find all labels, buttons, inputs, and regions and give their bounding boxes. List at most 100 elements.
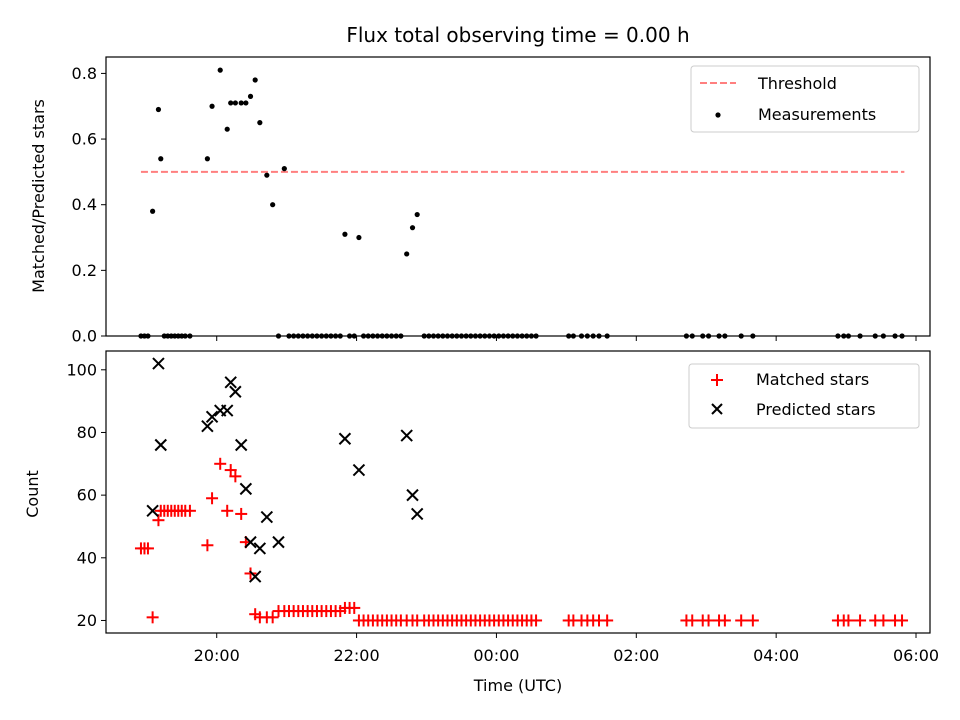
top-panel: 0.0 0.2 0.4 0.6 0.8 [72, 56, 931, 346]
measurement-point [398, 333, 404, 339]
matched-star-point [348, 601, 361, 614]
measurement-point [449, 333, 455, 339]
measurement-point [365, 333, 371, 339]
matched-star-point [183, 504, 196, 517]
measurement-point [841, 333, 847, 339]
measurement-point [533, 333, 539, 339]
predicted-star-point [338, 432, 352, 445]
measurement-point [700, 333, 706, 339]
predicted-star-point [352, 463, 366, 477]
measurement-point [524, 333, 530, 339]
measurement-point [845, 333, 852, 339]
measurement-point [374, 333, 381, 339]
predicted-star-point [152, 357, 165, 370]
measurement-point [305, 333, 311, 339]
predicted-star-point [400, 429, 413, 442]
measurement-point [426, 333, 432, 339]
bottom-y-axis-title: Count [23, 470, 42, 518]
bottom-y-tick-label: 80 [77, 423, 97, 442]
matched-star-point [206, 492, 219, 505]
measurement-point [337, 333, 343, 339]
measurement-point [388, 333, 395, 339]
bottom-y-tick-label: 60 [77, 486, 97, 505]
threshold-legend-label: Threshold [757, 74, 837, 93]
measurement-point [243, 100, 249, 106]
measurement-point [722, 333, 728, 339]
top-y-tick-label: 0.8 [72, 64, 97, 83]
chart-title: Flux total observing time = 0.00 h [346, 23, 689, 47]
measurement-point [519, 333, 525, 339]
measurement-point [705, 333, 712, 339]
measurement-point [155, 106, 162, 113]
matched-star-point [266, 611, 279, 624]
measurement-point [496, 333, 502, 339]
bottom-legend: Matched stars Predicted stars [688, 363, 920, 429]
predicted-star-point [272, 535, 285, 549]
measurement-point [309, 333, 315, 339]
measurement-point [228, 100, 234, 106]
predicted-legend-label: Predicted stars [756, 400, 876, 419]
measurement-point [291, 333, 297, 339]
measurement-point [247, 93, 254, 99]
measurement-point [224, 126, 230, 132]
measurement-point [150, 208, 156, 214]
measurement-point [528, 333, 535, 339]
x-tick-label: 20:00 [194, 646, 240, 665]
predicted-star-point [239, 482, 253, 496]
matched-star-point [746, 614, 759, 627]
measurement-point [209, 103, 215, 109]
measurement-point [716, 333, 722, 339]
measurements-legend-swatch [715, 112, 721, 118]
matched-star-point [224, 464, 237, 477]
measurement-point [393, 333, 399, 339]
measurement-point [257, 120, 263, 126]
measurement-point [314, 333, 320, 339]
x-tick-label: 00:00 [473, 646, 519, 665]
measurement-point [899, 333, 905, 339]
bottom-y-tick-label: 100 [66, 360, 97, 379]
matched-legend-label: Matched stars [756, 370, 869, 389]
measurement-point [482, 333, 488, 339]
matched-star-point [896, 614, 909, 627]
top-y-tick-label: 0.6 [72, 130, 97, 149]
matched-star-point [601, 614, 614, 627]
x-tick-label: 22:00 [334, 646, 380, 665]
predicted-star-point [410, 507, 424, 521]
x-tick-label: 04:00 [753, 646, 799, 665]
top-y-tick-label: 0.2 [72, 261, 97, 280]
measurement-point [323, 333, 329, 339]
measurement-point [454, 333, 460, 339]
measurement-point [264, 172, 270, 178]
measurement-point [835, 333, 841, 339]
matched-legend-swatch [711, 374, 723, 386]
matched-star-point [877, 614, 890, 627]
measurement-point [158, 156, 164, 162]
measurement-point [604, 333, 610, 339]
predicted-star-point [205, 410, 219, 424]
measurement-point [491, 333, 497, 339]
measurement-point [421, 333, 427, 339]
measurement-point [204, 156, 210, 162]
measurement-point [477, 333, 483, 339]
measurement-point [458, 333, 465, 339]
measurement-point [440, 333, 446, 339]
matched-star-point [718, 614, 731, 627]
measurement-point [500, 333, 507, 339]
bottom-plot-frame [105, 350, 931, 634]
measurement-point [404, 251, 410, 257]
x-axis-title: Time (UTC) [473, 676, 562, 695]
measurement-point [356, 234, 362, 241]
measurement-point [596, 333, 602, 339]
measurement-point [738, 333, 744, 339]
measurement-point [578, 333, 585, 339]
measurement-point [510, 333, 516, 339]
matched-star-point [221, 504, 234, 517]
measurement-point [414, 211, 420, 218]
measurement-point [683, 333, 690, 339]
measurement-point [505, 333, 511, 339]
measurement-point [468, 333, 474, 339]
measurement-point [270, 202, 276, 208]
measurement-point [281, 166, 287, 172]
measurement-point [328, 333, 334, 339]
measurement-point [333, 333, 339, 339]
